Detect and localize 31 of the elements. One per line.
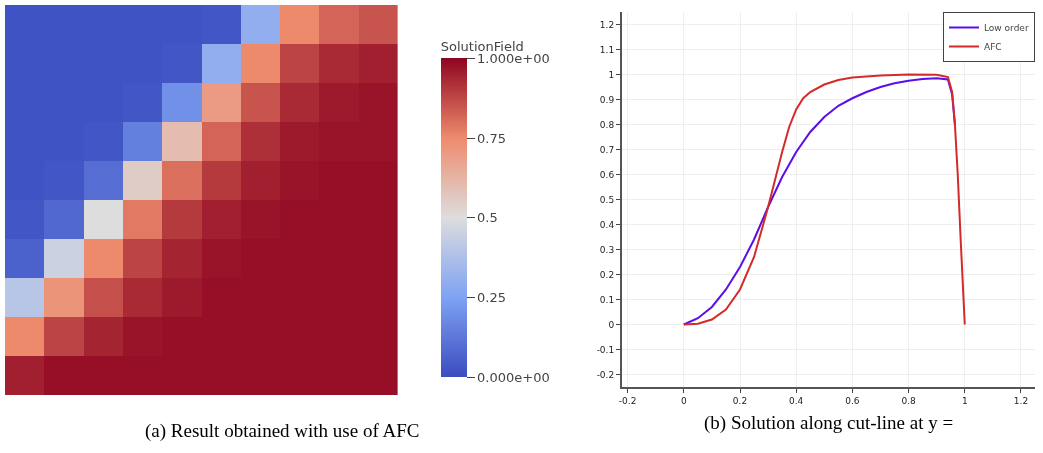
x-tick-label: 0.2 [732, 395, 748, 406]
x-tick-label: 0.8 [901, 395, 916, 406]
color-bar-label: 0.000e+00 [477, 369, 550, 385]
text: (b) Solution along cut-line at y = [704, 412, 954, 434]
y-tick-label: 0.2 [599, 269, 615, 280]
y-tick-label: 0.7 [599, 144, 615, 155]
y-tick-label: 0 [608, 319, 615, 330]
x-tick-label: 0 [680, 395, 687, 406]
x-tick-label: 1.2 [1013, 395, 1029, 406]
x-tick-label: 1 [961, 395, 968, 406]
x-tick-label: 0.4 [789, 395, 804, 406]
y-tick-label: 1 [608, 69, 615, 80]
y-tick-label: 0.8 [599, 119, 615, 130]
y-tick-label: 1.2 [599, 19, 615, 30]
y-tick-label: 0.5 [599, 194, 615, 205]
y-tick-label: -0.2 [596, 369, 615, 380]
y-tick-label: -0.1 [596, 344, 615, 355]
x-tick-label: -0.2 [618, 395, 637, 406]
y-tick-label: 0.1 [599, 294, 615, 305]
y-tick-label: 0.9 [599, 94, 615, 105]
legend-label: Low order [984, 23, 1029, 34]
y-tick-label: 0.4 [599, 219, 615, 230]
color-bar-label: 0.25 [477, 290, 507, 306]
color-bar-label: 0.75 [477, 130, 507, 146]
text: (a) Result obtained with use of AFC [145, 420, 420, 442]
y-tick-label: 0.6 [599, 169, 615, 180]
color-bar-label: 0.5 [477, 210, 498, 226]
y-tick-label: 0.3 [599, 244, 615, 255]
legend-label: AFC [984, 42, 1002, 53]
y-tick-label: 1.1 [599, 44, 615, 55]
x-tick-label: 0.6 [845, 395, 860, 406]
